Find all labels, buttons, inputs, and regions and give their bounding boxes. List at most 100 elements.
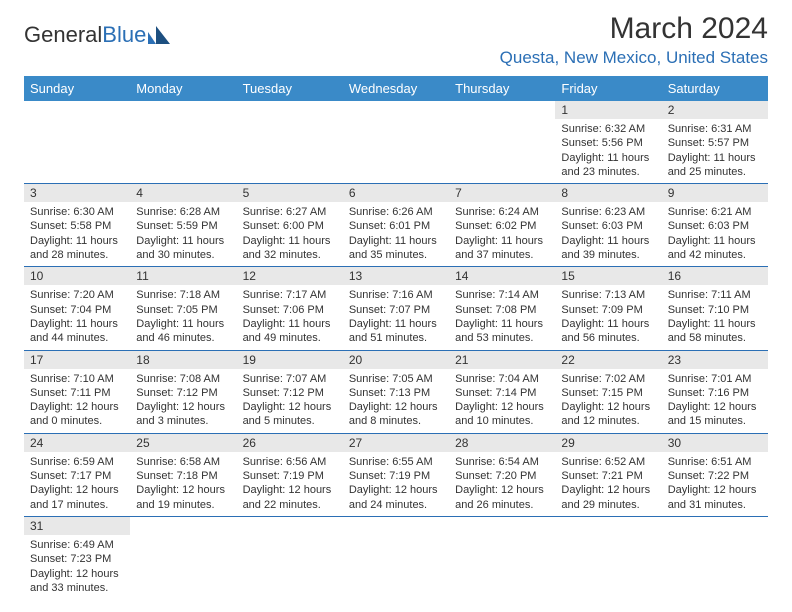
sunset-text: Sunset: 6:01 PM	[349, 219, 443, 233]
calendar-cell: 26Sunrise: 6:56 AMSunset: 7:19 PMDayligh…	[237, 433, 343, 516]
calendar-cell: 31Sunrise: 6:49 AMSunset: 7:23 PMDayligh…	[24, 516, 130, 599]
sunset-text: Sunset: 6:00 PM	[243, 219, 337, 233]
daylight-text: Daylight: 11 hours and 30 minutes.	[136, 234, 230, 263]
daylight-text: Daylight: 12 hours and 15 minutes.	[668, 400, 762, 429]
calendar-cell: 29Sunrise: 6:52 AMSunset: 7:21 PMDayligh…	[555, 433, 661, 516]
calendar-cell: 8Sunrise: 6:23 AMSunset: 6:03 PMDaylight…	[555, 184, 661, 267]
sunset-text: Sunset: 7:17 PM	[30, 469, 124, 483]
sunrise-text: Sunrise: 7:04 AM	[455, 372, 549, 386]
sunset-text: Sunset: 7:23 PM	[30, 552, 124, 566]
calendar-cell	[343, 101, 449, 184]
day-number: 20	[343, 351, 449, 369]
sunset-text: Sunset: 5:57 PM	[668, 136, 762, 150]
calendar-cell: 7Sunrise: 6:24 AMSunset: 6:02 PMDaylight…	[449, 184, 555, 267]
calendar-cell	[449, 516, 555, 599]
daylight-text: Daylight: 11 hours and 25 minutes.	[668, 151, 762, 180]
day-number: 28	[449, 434, 555, 452]
calendar-cell: 9Sunrise: 6:21 AMSunset: 6:03 PMDaylight…	[662, 184, 768, 267]
calendar-cell: 6Sunrise: 6:26 AMSunset: 6:01 PMDaylight…	[343, 184, 449, 267]
sunrise-text: Sunrise: 6:21 AM	[668, 205, 762, 219]
sunset-text: Sunset: 7:14 PM	[455, 386, 549, 400]
calendar-cell: 12Sunrise: 7:17 AMSunset: 7:06 PMDayligh…	[237, 267, 343, 350]
sunset-text: Sunset: 7:06 PM	[243, 303, 337, 317]
calendar-row: 10Sunrise: 7:20 AMSunset: 7:04 PMDayligh…	[24, 267, 768, 350]
logo-icon	[148, 26, 172, 44]
calendar-cell: 1Sunrise: 6:32 AMSunset: 5:56 PMDaylight…	[555, 101, 661, 184]
sunrise-text: Sunrise: 6:58 AM	[136, 455, 230, 469]
calendar-cell: 25Sunrise: 6:58 AMSunset: 7:18 PMDayligh…	[130, 433, 236, 516]
daylight-text: Daylight: 12 hours and 29 minutes.	[561, 483, 655, 512]
day-number: 21	[449, 351, 555, 369]
day-number: 26	[237, 434, 343, 452]
sunset-text: Sunset: 7:15 PM	[561, 386, 655, 400]
sunset-text: Sunset: 6:02 PM	[455, 219, 549, 233]
cell-body: Sunrise: 6:54 AMSunset: 7:20 PMDaylight:…	[449, 452, 555, 516]
sunset-text: Sunset: 5:56 PM	[561, 136, 655, 150]
day-number: 16	[662, 267, 768, 285]
cell-body: Sunrise: 7:07 AMSunset: 7:12 PMDaylight:…	[237, 369, 343, 433]
calendar-cell	[343, 516, 449, 599]
day-header: Sunday	[24, 76, 130, 101]
sunset-text: Sunset: 7:19 PM	[243, 469, 337, 483]
sunset-text: Sunset: 7:04 PM	[30, 303, 124, 317]
cell-body: Sunrise: 6:56 AMSunset: 7:19 PMDaylight:…	[237, 452, 343, 516]
day-number: 4	[130, 184, 236, 202]
cell-body: Sunrise: 6:31 AMSunset: 5:57 PMDaylight:…	[662, 119, 768, 183]
sunrise-text: Sunrise: 7:17 AM	[243, 288, 337, 302]
month-title: March 2024	[500, 12, 768, 46]
sunrise-text: Sunrise: 6:52 AM	[561, 455, 655, 469]
daylight-text: Daylight: 12 hours and 19 minutes.	[136, 483, 230, 512]
day-number: 8	[555, 184, 661, 202]
sunset-text: Sunset: 7:12 PM	[136, 386, 230, 400]
daylight-text: Daylight: 12 hours and 17 minutes.	[30, 483, 124, 512]
daylight-text: Daylight: 12 hours and 10 minutes.	[455, 400, 549, 429]
calendar-cell	[237, 516, 343, 599]
cell-body: Sunrise: 6:32 AMSunset: 5:56 PMDaylight:…	[555, 119, 661, 183]
sunset-text: Sunset: 7:08 PM	[455, 303, 549, 317]
cell-body: Sunrise: 6:26 AMSunset: 6:01 PMDaylight:…	[343, 202, 449, 266]
calendar-cell: 11Sunrise: 7:18 AMSunset: 7:05 PMDayligh…	[130, 267, 236, 350]
day-number: 27	[343, 434, 449, 452]
sunset-text: Sunset: 7:16 PM	[668, 386, 762, 400]
calendar-cell: 16Sunrise: 7:11 AMSunset: 7:10 PMDayligh…	[662, 267, 768, 350]
sunrise-text: Sunrise: 7:01 AM	[668, 372, 762, 386]
daylight-text: Daylight: 11 hours and 35 minutes.	[349, 234, 443, 263]
day-number: 22	[555, 351, 661, 369]
cell-body: Sunrise: 6:59 AMSunset: 7:17 PMDaylight:…	[24, 452, 130, 516]
daylight-text: Daylight: 11 hours and 56 minutes.	[561, 317, 655, 346]
daylight-text: Daylight: 11 hours and 58 minutes.	[668, 317, 762, 346]
cell-body: Sunrise: 6:51 AMSunset: 7:22 PMDaylight:…	[662, 452, 768, 516]
calendar-cell: 10Sunrise: 7:20 AMSunset: 7:04 PMDayligh…	[24, 267, 130, 350]
sunset-text: Sunset: 7:09 PM	[561, 303, 655, 317]
sunset-text: Sunset: 5:59 PM	[136, 219, 230, 233]
calendar-cell: 27Sunrise: 6:55 AMSunset: 7:19 PMDayligh…	[343, 433, 449, 516]
sunrise-text: Sunrise: 6:54 AM	[455, 455, 549, 469]
day-header: Tuesday	[237, 76, 343, 101]
cell-body: Sunrise: 7:05 AMSunset: 7:13 PMDaylight:…	[343, 369, 449, 433]
day-number: 17	[24, 351, 130, 369]
daylight-text: Daylight: 11 hours and 28 minutes.	[30, 234, 124, 263]
calendar-row: 24Sunrise: 6:59 AMSunset: 7:17 PMDayligh…	[24, 433, 768, 516]
day-number: 14	[449, 267, 555, 285]
day-number: 9	[662, 184, 768, 202]
day-number: 13	[343, 267, 449, 285]
cell-body: Sunrise: 6:27 AMSunset: 6:00 PMDaylight:…	[237, 202, 343, 266]
sunset-text: Sunset: 7:10 PM	[668, 303, 762, 317]
calendar-cell: 19Sunrise: 7:07 AMSunset: 7:12 PMDayligh…	[237, 350, 343, 433]
calendar-cell: 22Sunrise: 7:02 AMSunset: 7:15 PMDayligh…	[555, 350, 661, 433]
header-row: SundayMondayTuesdayWednesdayThursdayFrid…	[24, 76, 768, 101]
cell-body: Sunrise: 7:08 AMSunset: 7:12 PMDaylight:…	[130, 369, 236, 433]
sunset-text: Sunset: 7:19 PM	[349, 469, 443, 483]
calendar-cell: 15Sunrise: 7:13 AMSunset: 7:09 PMDayligh…	[555, 267, 661, 350]
cell-body: Sunrise: 7:14 AMSunset: 7:08 PMDaylight:…	[449, 285, 555, 349]
calendar-cell: 28Sunrise: 6:54 AMSunset: 7:20 PMDayligh…	[449, 433, 555, 516]
sunrise-text: Sunrise: 6:55 AM	[349, 455, 443, 469]
cell-body: Sunrise: 7:01 AMSunset: 7:16 PMDaylight:…	[662, 369, 768, 433]
daylight-text: Daylight: 11 hours and 53 minutes.	[455, 317, 549, 346]
daylight-text: Daylight: 12 hours and 31 minutes.	[668, 483, 762, 512]
calendar-cell: 14Sunrise: 7:14 AMSunset: 7:08 PMDayligh…	[449, 267, 555, 350]
calendar-cell: 2Sunrise: 6:31 AMSunset: 5:57 PMDaylight…	[662, 101, 768, 184]
calendar-cell: 5Sunrise: 6:27 AMSunset: 6:00 PMDaylight…	[237, 184, 343, 267]
day-number: 24	[24, 434, 130, 452]
cell-body: Sunrise: 7:11 AMSunset: 7:10 PMDaylight:…	[662, 285, 768, 349]
